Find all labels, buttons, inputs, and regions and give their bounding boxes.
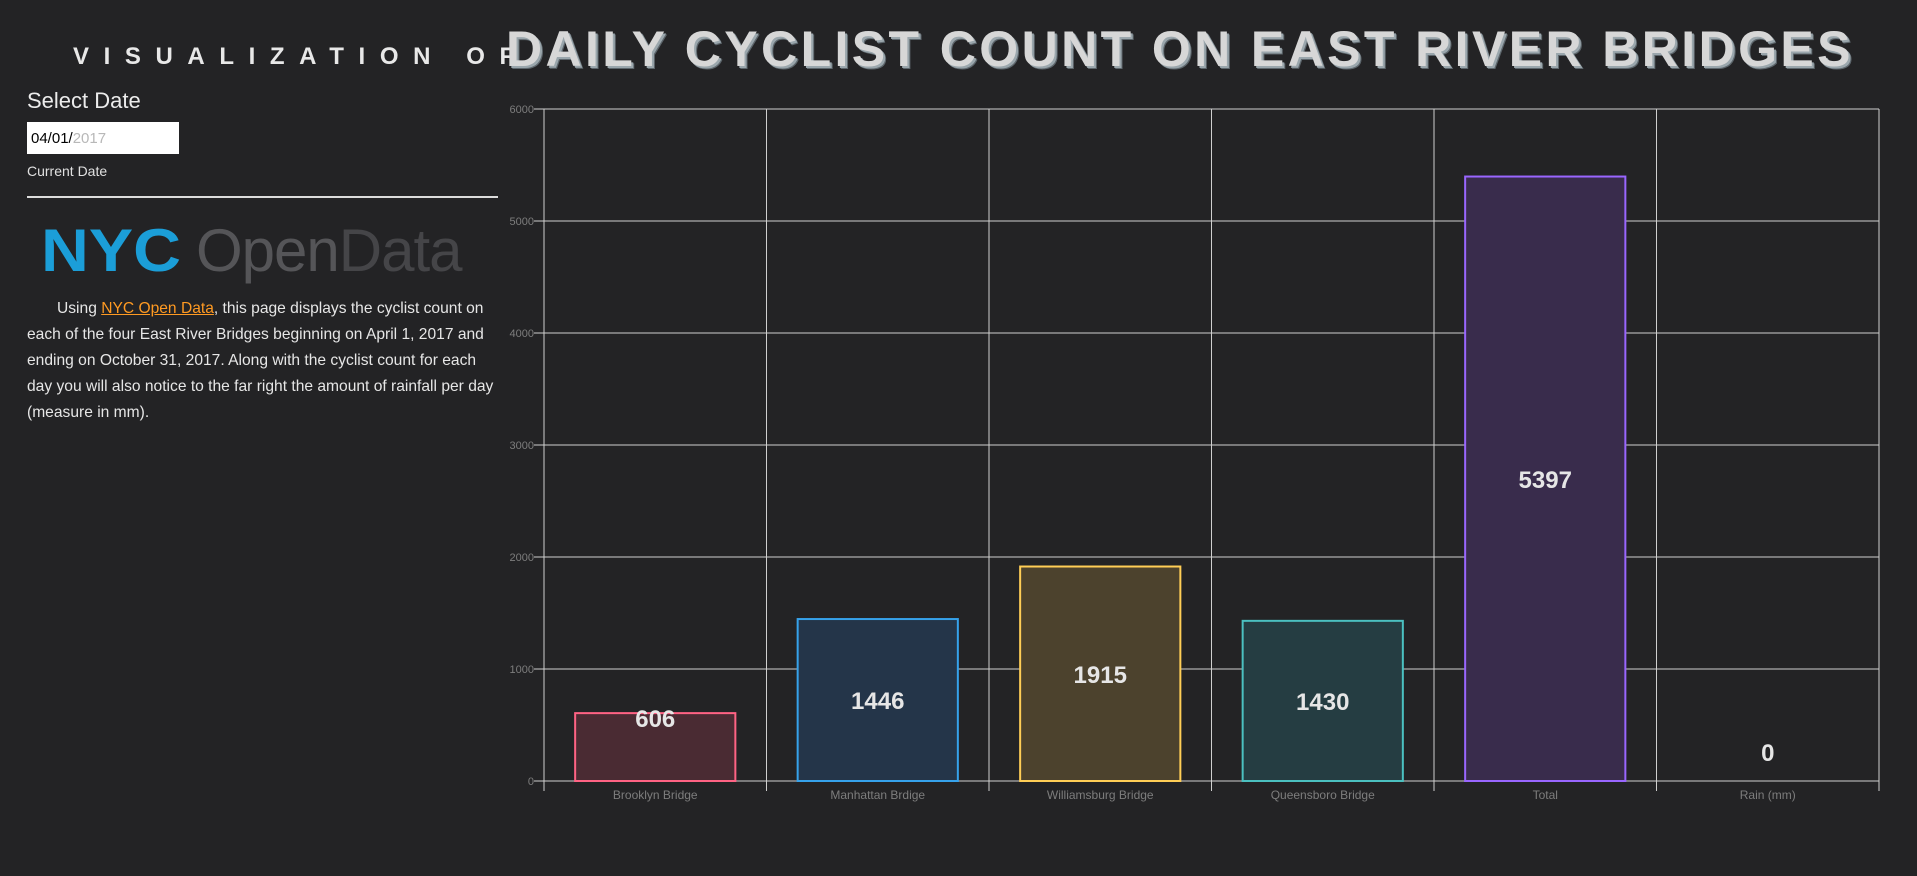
y-tick-label: 2000 xyxy=(510,552,534,564)
current-date-label: Current Date xyxy=(27,163,108,179)
bar xyxy=(1464,175,1627,782)
sidebar: Select Date 04/01/2017 Current Date NYC … xyxy=(27,88,498,442)
x-tick-label: Rain (mm) xyxy=(1740,788,1796,802)
x-tick-label: Queensboro Bridge xyxy=(1271,788,1375,802)
y-tick-label: 0 xyxy=(528,776,534,788)
description: Using NYC Open Data, this page displays … xyxy=(27,296,498,426)
description-prefix: Using xyxy=(57,300,102,317)
description-text: , this page displays the cyclist count o… xyxy=(27,300,494,421)
x-tick-label: Manhattan Brdige xyxy=(830,788,925,802)
page-title: DAILY CYCLIST COUNT ON EAST RIVER BRIDGE… xyxy=(506,21,1854,77)
x-tick-label: Total xyxy=(1533,788,1558,802)
nyc-logo-text: NYC xyxy=(41,223,181,279)
data-label: 0 xyxy=(1761,740,1774,767)
bar xyxy=(1019,565,1182,783)
x-tick-label: Brooklyn Bridge xyxy=(613,788,698,802)
data-label: 1446 xyxy=(851,688,904,715)
y-tick-label: 1000 xyxy=(510,664,534,676)
open-word: Open xyxy=(196,217,340,284)
nyc-logo-mark: NYC xyxy=(41,223,181,279)
open-data-wordmark: OpenData xyxy=(196,217,463,284)
x-tick-label: Williamsburg Bridge xyxy=(1047,788,1154,802)
data-word: Data xyxy=(338,217,463,284)
data-label: 606 xyxy=(635,706,675,733)
bar xyxy=(796,618,959,782)
bar xyxy=(574,712,737,782)
data-label: 1915 xyxy=(1074,662,1127,689)
y-tick-label: 4000 xyxy=(510,328,534,340)
bar xyxy=(1241,619,1404,783)
y-tick-label: 3000 xyxy=(510,440,534,452)
date-input[interactable]: 04/01/2017 xyxy=(27,122,179,154)
y-tick-label: 5000 xyxy=(510,216,534,228)
page-subtitle: VISUALIZATION OF xyxy=(73,43,529,70)
date-input-value: 04/01/ xyxy=(31,129,73,147)
nyc-open-data-link[interactable]: NYC Open Data xyxy=(101,300,214,317)
select-date-label: Select Date xyxy=(27,88,141,113)
y-tick-label: 6000 xyxy=(510,104,534,116)
sidebar-divider xyxy=(27,196,498,198)
nyc-open-data-logo: NYC OpenData xyxy=(41,220,498,282)
date-input-year: 2017 xyxy=(72,129,107,147)
data-label: 1430 xyxy=(1296,689,1349,716)
data-label: 5397 xyxy=(1519,467,1572,494)
